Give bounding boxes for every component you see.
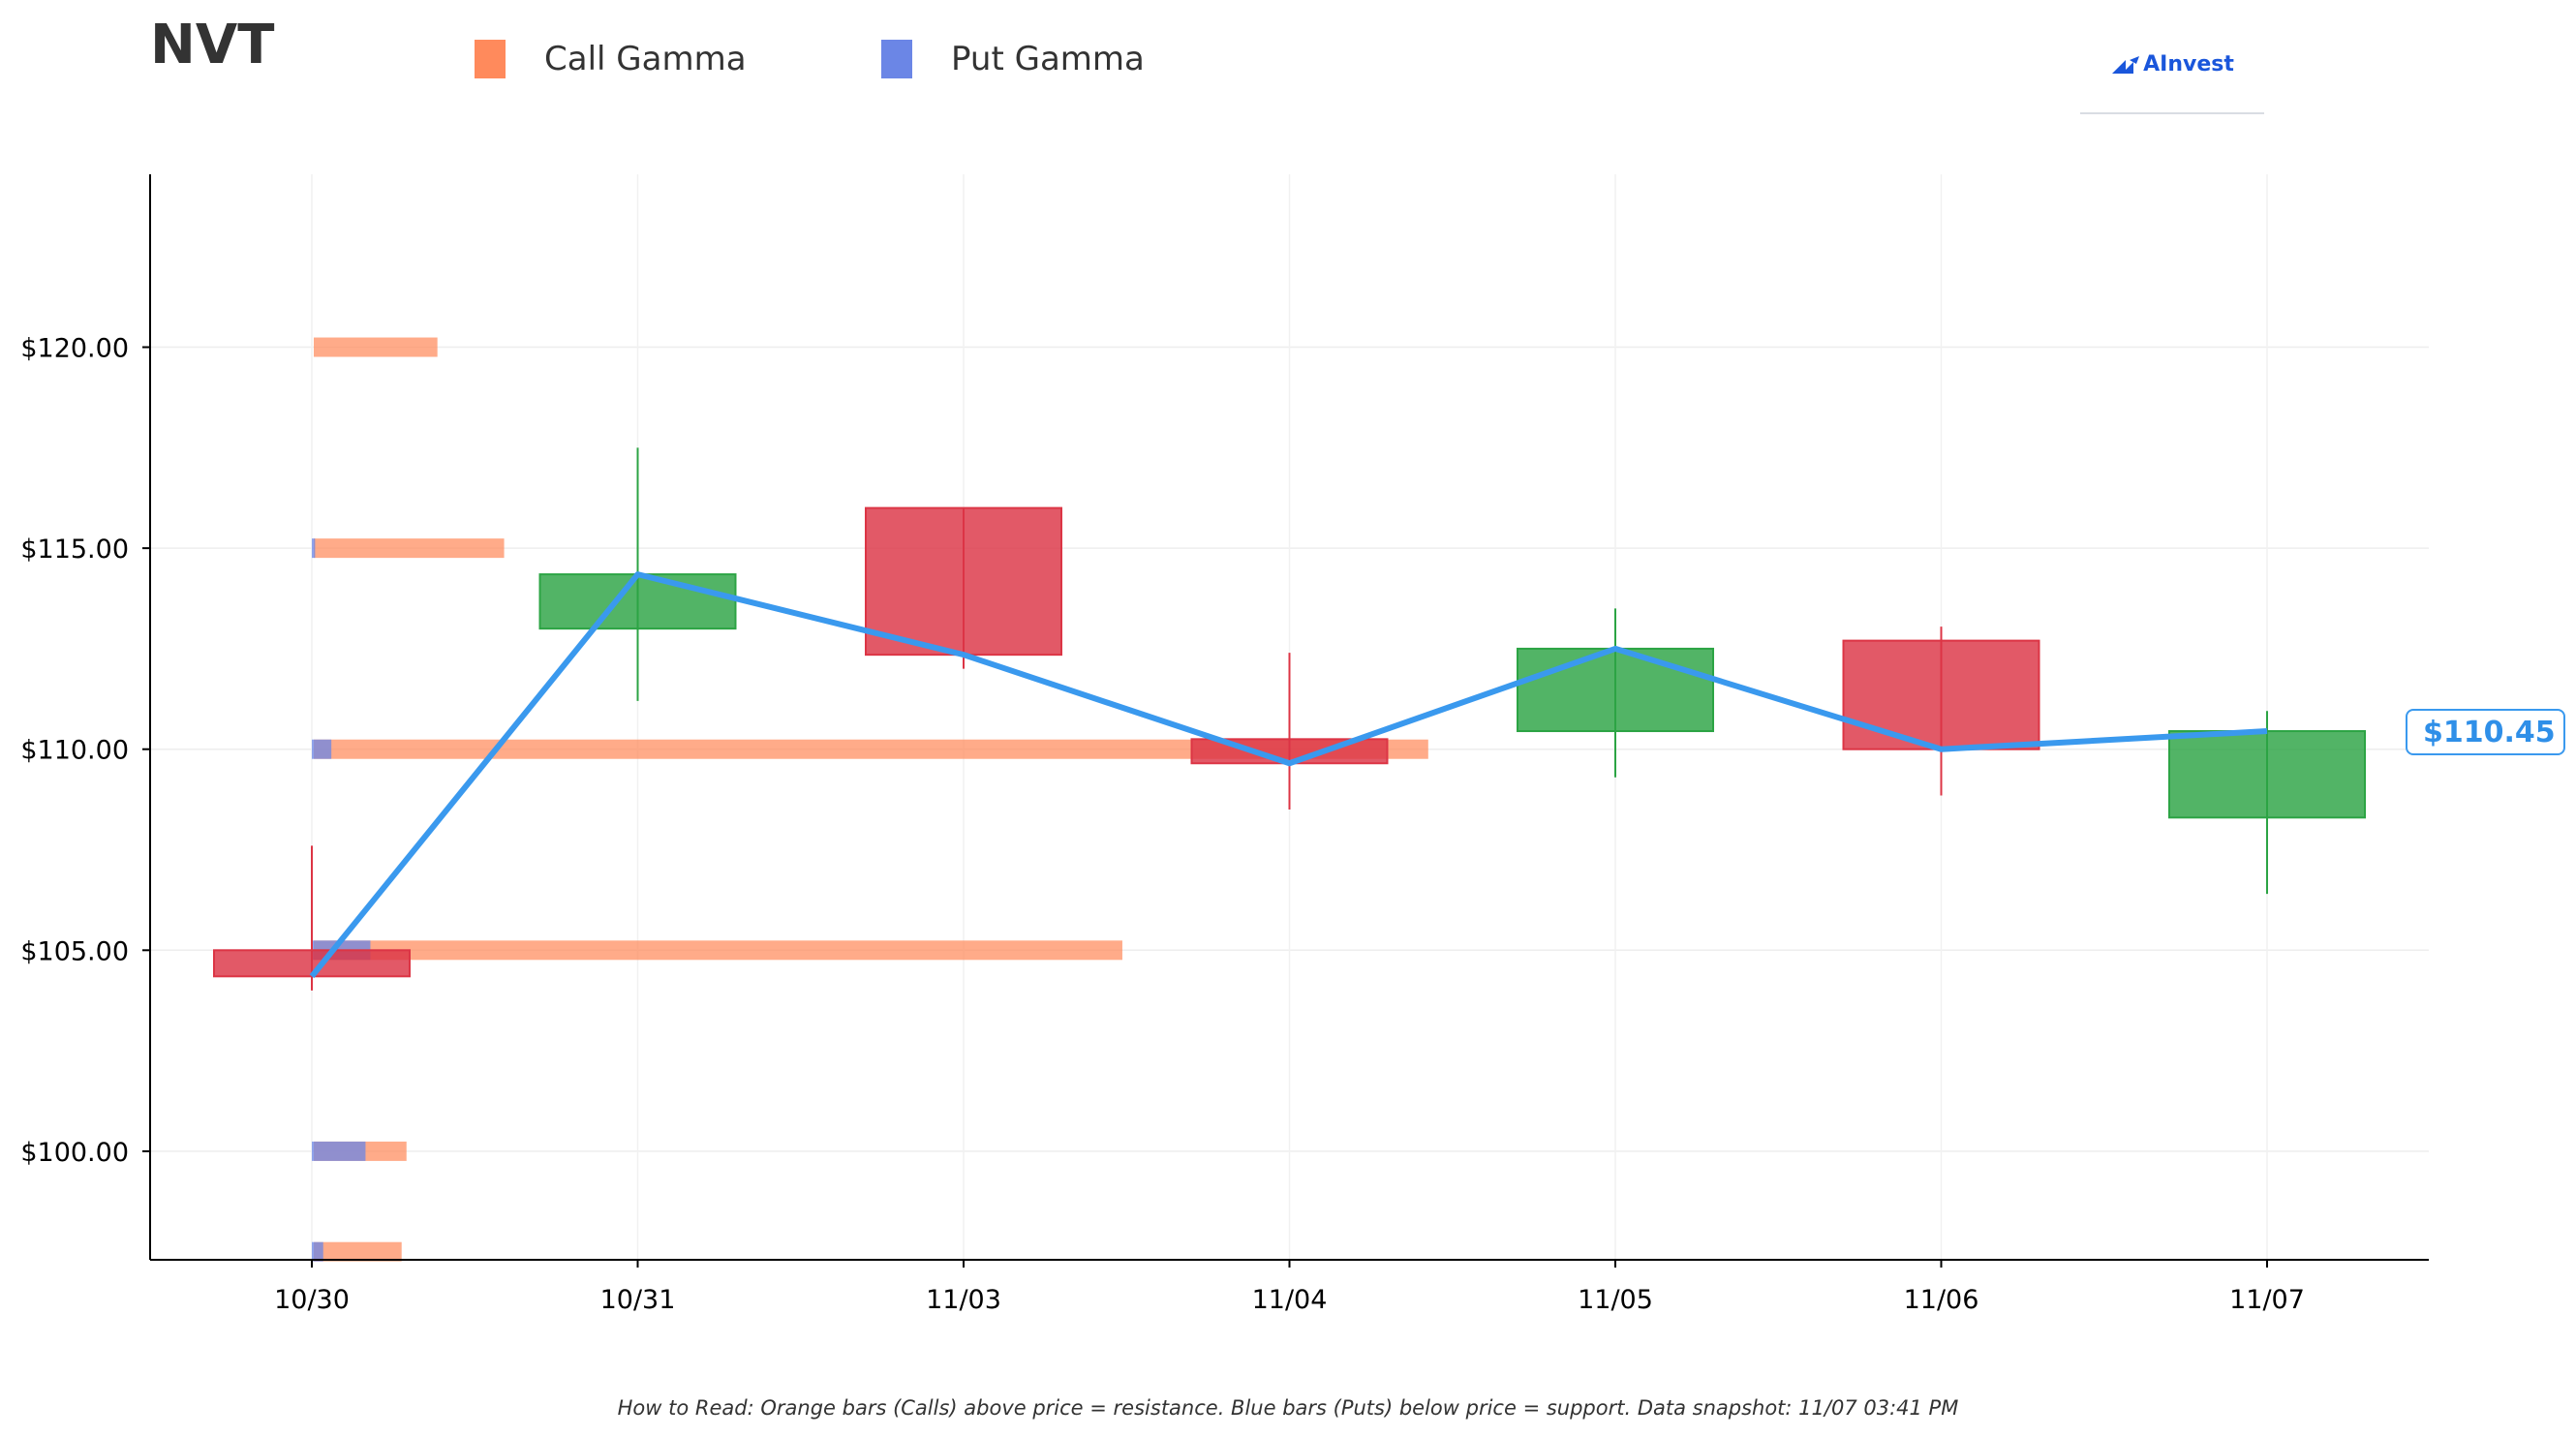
call-gamma-bar: [314, 940, 1122, 961]
logo-icon: [2112, 55, 2140, 74]
put-gamma-bar: [312, 538, 316, 559]
candle-body: [1517, 647, 1714, 733]
y-tick-label: $100.00: [20, 1138, 129, 1168]
logo-text: AInvest: [2143, 52, 2234, 76]
call-gamma-bar: [314, 337, 438, 357]
x-tick-label: 10/31: [600, 1285, 676, 1315]
call-gamma-bar: [314, 538, 505, 559]
call-gamma-bar: [314, 1241, 402, 1262]
x-tick-label: 11/06: [1904, 1285, 1979, 1315]
y-tick-label: $115.00: [20, 535, 129, 565]
candle-body: [865, 506, 1062, 657]
legend-put-label: Put Gamma: [951, 40, 1145, 78]
put-gamma-bar: [312, 739, 332, 759]
chart-plot: $100.00 $105.00 $110.00 $115.00 $120.00 10/30…: [20, 174, 2429, 1315]
ticker-title: NVT: [150, 14, 275, 76]
x-tick-label: 10/30: [274, 1285, 350, 1315]
price-line: [309, 571, 2268, 979]
current-price-tag: $110.45: [2406, 709, 2565, 755]
put-gamma-bar: [312, 1241, 323, 1262]
y-tick-label: $105.00: [20, 936, 129, 966]
legend-call-gamma: Call Gamma: [475, 35, 747, 83]
y-tick-label: $110.00: [20, 736, 129, 766]
x-tick-label: 11/04: [1252, 1285, 1328, 1315]
x-tick-label: 11/03: [926, 1285, 1001, 1315]
candle-body: [1842, 639, 2040, 750]
call-gamma-bar: [314, 739, 1428, 759]
legend-put-gamma: Put Gamma: [881, 35, 1145, 83]
how-to-read-footnote: How to Read: Orange bars (Calls) above p…: [617, 1396, 1959, 1420]
ainvest-logo: AInvest: [2080, 39, 2264, 114]
x-tick-label: 11/07: [2229, 1285, 2305, 1315]
x-tick-label: 11/05: [1578, 1285, 1653, 1315]
put-gamma-bar: [312, 1141, 366, 1161]
candle-body: [2168, 730, 2366, 819]
legend-put-swatch: [881, 40, 912, 78]
y-tick-label: $120.00: [20, 334, 129, 364]
legend-call-swatch: [475, 40, 506, 78]
legend-call-label: Call Gamma: [544, 40, 747, 78]
candle-body: [538, 573, 737, 630]
